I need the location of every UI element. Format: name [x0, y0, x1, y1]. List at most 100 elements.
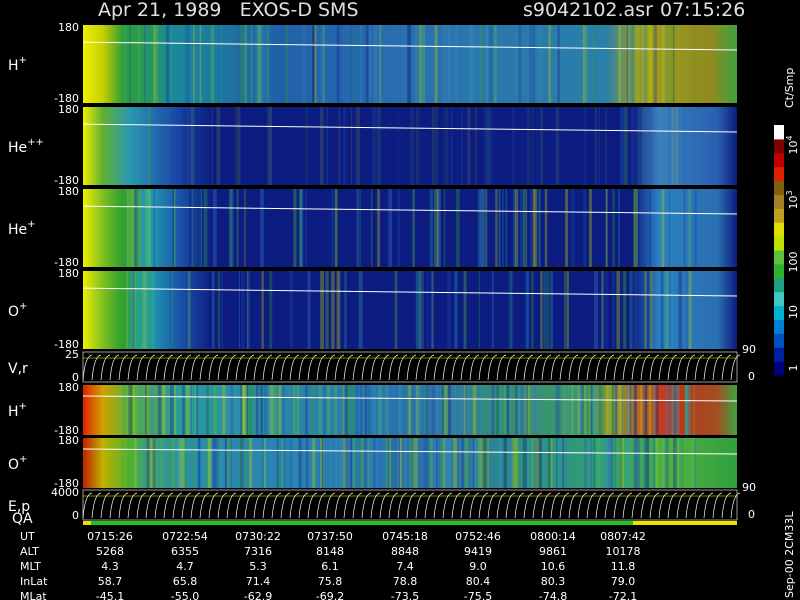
spectrogram-texture — [591, 107, 594, 185]
spectrogram-texture — [656, 438, 658, 488]
cell: 10.6 — [541, 560, 566, 573]
spectrogram-texture — [661, 271, 665, 349]
spectrogram-texture — [642, 385, 646, 435]
cell: -72.1 — [609, 590, 637, 600]
spectrogram-texture — [622, 107, 627, 185]
spectrogram-texture — [681, 189, 685, 267]
spectrogram-texture — [435, 385, 440, 435]
spectrogram-texture — [633, 438, 636, 488]
spectrogram-texture — [616, 385, 620, 435]
spectrogram-texture — [610, 271, 612, 349]
spectrogram-texture — [300, 438, 302, 488]
spectrogram-texture — [660, 271, 664, 349]
time: 07:15:26 — [660, 0, 745, 21]
spectrogram-texture — [336, 25, 339, 103]
spectrogram-texture — [205, 385, 210, 435]
spectrogram-texture — [640, 385, 643, 435]
spectrogram-texture — [631, 385, 633, 435]
spectrogram-texture — [521, 438, 523, 488]
spectrogram-texture — [524, 385, 528, 435]
spectrogram-texture — [321, 385, 324, 435]
spectrogram-texture — [354, 107, 358, 185]
spectrogram-texture — [241, 385, 245, 435]
spectrogram-texture — [572, 385, 575, 435]
spectrogram-texture — [301, 25, 306, 103]
spectrogram-texture — [605, 189, 607, 267]
spectrogram-texture — [618, 385, 622, 435]
spectrogram-texture — [153, 189, 156, 267]
row-label: InLat — [20, 575, 48, 588]
spectrogram-texture — [556, 438, 558, 488]
spectrogram-texture — [418, 271, 421, 349]
spectrogram-texture — [443, 189, 446, 267]
spectrogram-texture — [662, 271, 664, 349]
spectrogram-texture — [532, 189, 536, 267]
spectrogram-texture — [409, 438, 412, 488]
spectrogram-texture — [419, 25, 422, 103]
spectrogram-texture — [408, 385, 411, 435]
spectrogram-texture — [350, 438, 353, 488]
spectrogram-texture — [672, 271, 674, 349]
spectrogram-texture — [669, 271, 671, 349]
spectrogram-texture — [248, 385, 253, 435]
spectrogram-texture — [429, 189, 434, 267]
spectrogram-texture — [351, 25, 354, 103]
spectrogram-texture — [165, 438, 168, 488]
spectrogram-texture — [240, 385, 243, 435]
spectrogram-texture — [434, 25, 438, 103]
spectrogram-texture — [320, 271, 325, 349]
colorbar-label: 100 — [787, 252, 800, 273]
ion: H — [8, 404, 19, 420]
spectrogram-texture — [447, 385, 451, 435]
spectrogram-texture — [409, 438, 413, 488]
spectrogram-texture — [229, 385, 232, 435]
spectrogram-texture — [211, 107, 214, 185]
spectrogram-texture — [185, 385, 187, 435]
spectrogram-texture — [584, 438, 587, 488]
colorbar-swatch — [774, 138, 784, 154]
spectrogram-texture — [504, 438, 508, 488]
spectrogram-texture — [188, 438, 190, 488]
spectrogram-texture — [601, 385, 605, 435]
charge: + — [19, 55, 27, 66]
spectrogram-texture — [509, 438, 513, 488]
spectrogram-texture — [431, 107, 436, 185]
spectrogram-texture — [329, 438, 332, 488]
spectrogram-texture — [166, 25, 170, 103]
spectrogram-texture — [320, 438, 325, 488]
cell: 0752:46 — [455, 530, 501, 543]
spectrogram-texture — [474, 438, 478, 488]
spectrogram-texture — [254, 385, 256, 435]
spectrogram-texture — [142, 438, 146, 488]
spectrogram-texture — [296, 438, 300, 488]
spectrogram-texture — [129, 107, 134, 185]
ion: H — [8, 58, 19, 74]
spectrogram-texture — [605, 271, 608, 349]
trace-line — [82, 123, 738, 133]
spectrogram-texture — [622, 385, 627, 435]
spectrogram-texture — [672, 385, 674, 435]
spectrogram-texture — [169, 271, 172, 349]
colorbar-label: 10 — [787, 305, 800, 319]
spectrogram-texture — [511, 385, 515, 435]
spectrogram-texture — [290, 385, 292, 435]
spectrogram-texture — [500, 385, 503, 435]
spectrogram-texture — [453, 438, 455, 488]
spectrogram-texture — [670, 385, 674, 435]
spectrogram-texture — [605, 385, 609, 435]
spectrogram-texture — [255, 25, 259, 103]
spectrogram-texture — [184, 438, 187, 488]
spectrogram-texture — [270, 385, 274, 435]
spectrogram-texture — [540, 107, 543, 185]
spectrogram-texture — [508, 271, 512, 349]
spectrogram-texture — [646, 385, 649, 435]
spectrogram-texture — [344, 438, 348, 488]
spectrogram-texture — [529, 189, 533, 267]
spectrogram-texture — [143, 438, 146, 488]
spectrogram-texture — [528, 189, 533, 267]
spectrogram-texture — [534, 385, 539, 435]
spectrogram-texture — [467, 107, 471, 185]
spectrogram-texture — [210, 25, 215, 103]
spectrogram-texture — [418, 271, 422, 349]
spectrogram-texture — [463, 438, 467, 488]
